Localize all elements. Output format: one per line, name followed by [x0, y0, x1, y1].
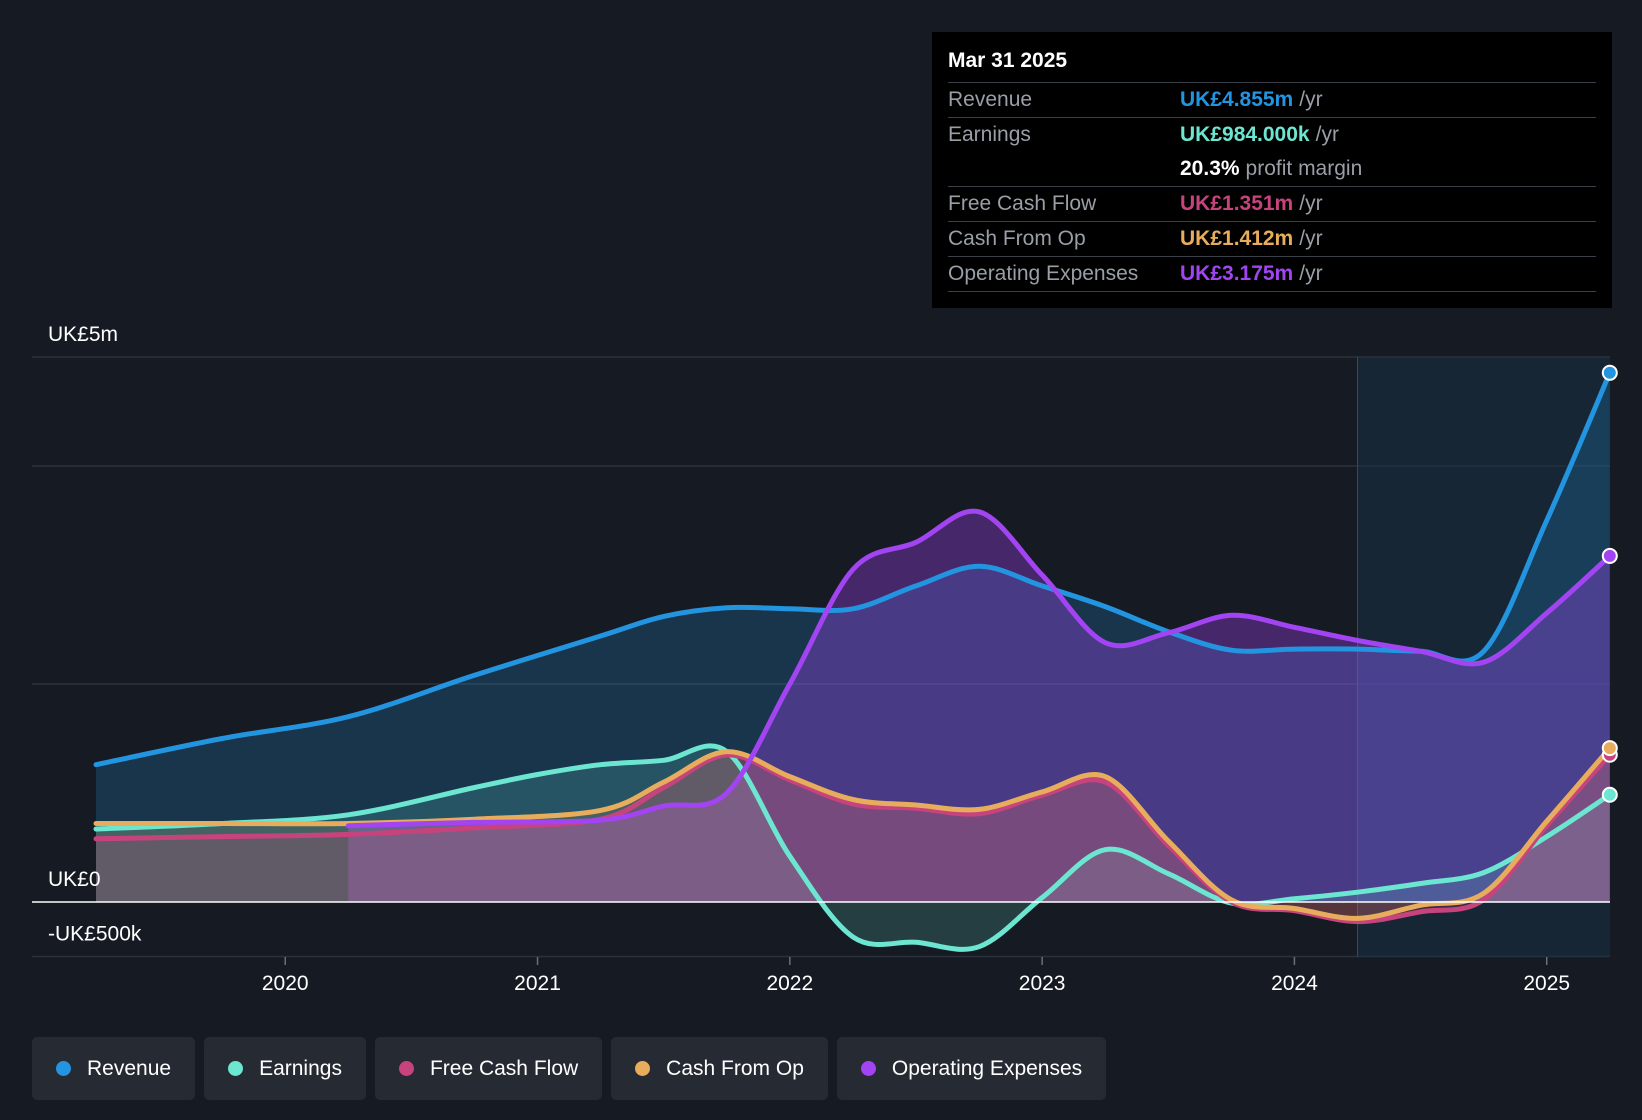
tooltip-value: UK£1.412m — [1180, 227, 1294, 250]
tooltip-unit: /yr — [1299, 88, 1323, 111]
legend-dot-icon — [635, 1061, 651, 1076]
tooltip-label: Free Cash Flow — [948, 192, 1097, 215]
legend-label: Revenue — [87, 1056, 172, 1080]
tooltip-label — [948, 152, 1180, 186]
x-tick-label: 2022 — [766, 972, 813, 995]
area-cfo — [96, 748, 1610, 919]
legend-dot-icon — [228, 1061, 244, 1076]
tooltip-label: Operating Expenses — [948, 262, 1139, 285]
tooltip-row-revenue: Revenue UK£4.855m /yr — [948, 83, 1596, 118]
legend-dot-icon — [398, 1061, 414, 1076]
tooltip-row-operating-expenses: Operating Expenses UK£3.175m /yr — [948, 257, 1596, 292]
tooltip-value: UK£3.175m — [1180, 262, 1294, 285]
x-tick-label: 2024 — [1271, 972, 1318, 995]
legend-label: Earnings — [259, 1056, 342, 1080]
gridlines — [32, 356, 1610, 958]
tooltip-panel: Mar 31 2025 Revenue UK£4.855m /yr Earnin… — [932, 32, 1612, 308]
tooltip-row-free-cash-flow: Free Cash Flow UK£1.351m /yr — [948, 187, 1596, 222]
x-tick-label: 2025 — [1523, 972, 1570, 995]
tooltip-label: Earnings — [948, 123, 1031, 146]
tooltip-date: Mar 31 2025 — [948, 46, 1596, 83]
legend: Revenue Earnings Free Cash Flow Cash Fro… — [32, 1037, 1107, 1100]
legend-item-free-cash-flow[interactable]: Free Cash Flow — [374, 1037, 603, 1100]
tooltip-row-cash-from-op: Cash From Op UK£1.412m /yr — [948, 222, 1596, 257]
legend-label: Operating Expenses — [891, 1056, 1083, 1080]
area-fcf — [96, 754, 1610, 922]
tooltip-value: UK£984.000k — [1180, 123, 1310, 146]
x-tick-label: 2020 — [262, 972, 309, 995]
tooltip-unit: /yr — [1299, 227, 1323, 250]
line-cfo — [93, 745, 1613, 921]
tooltip-row-profit-margin: 20.3% profit margin — [948, 152, 1596, 187]
tooltip-value: UK£1.351m — [1180, 192, 1294, 215]
series-areas — [96, 372, 1610, 950]
area-opex — [348, 511, 1610, 902]
line-opex — [345, 508, 1613, 829]
end-markers — [1601, 364, 1618, 803]
legend-item-earnings[interactable]: Earnings — [204, 1037, 366, 1100]
forecast-highlight-band — [1357, 357, 1610, 957]
tooltip-value: 20.3% — [1180, 157, 1240, 180]
end-marker-opex — [1601, 547, 1618, 564]
area-earnings — [96, 745, 1610, 950]
line-fcf — [93, 752, 1613, 925]
x-axis-labels: 2020 2021 2022 2023 2024 2025 — [262, 957, 1570, 995]
end-marker-cfo — [1601, 740, 1618, 757]
legend-dot-icon — [860, 1061, 876, 1076]
end-marker-earnings — [1601, 786, 1618, 803]
end-marker-revenue — [1601, 364, 1618, 381]
legend-item-cash-from-op[interactable]: Cash From Op — [611, 1037, 828, 1100]
legend-label: Free Cash Flow — [429, 1056, 579, 1080]
tooltip-label: Cash From Op — [948, 227, 1086, 250]
tooltip-unit: /yr — [1315, 123, 1339, 146]
y-tick-label: -UK£500k — [48, 923, 142, 946]
tooltip-row-earnings: Earnings UK£984.000k /yr — [948, 118, 1596, 152]
x-tick-label: 2023 — [1019, 972, 1066, 995]
tooltip-unit: /yr — [1299, 192, 1323, 215]
series-lines — [93, 370, 1613, 952]
x-tick-label: 2021 — [514, 972, 561, 995]
area-revenue — [96, 372, 1610, 902]
tooltip-unit: /yr — [1299, 262, 1323, 285]
legend-item-operating-expenses[interactable]: Operating Expenses — [836, 1037, 1107, 1100]
y-tick-label: UK£0 — [48, 868, 101, 891]
legend-item-revenue[interactable]: Revenue — [32, 1037, 196, 1100]
y-axis-labels: UK£5m UK£0 -UK£500k — [48, 323, 142, 946]
tooltip-unit: profit margin — [1245, 157, 1363, 180]
legend-dot-icon — [56, 1061, 71, 1076]
line-earnings — [93, 743, 1613, 952]
tooltip-value: UK£4.855m — [1180, 88, 1294, 111]
y-tick-label: UK£5m — [48, 323, 118, 346]
legend-label: Cash From Op — [666, 1056, 804, 1080]
tooltip-label: Revenue — [948, 88, 1033, 111]
